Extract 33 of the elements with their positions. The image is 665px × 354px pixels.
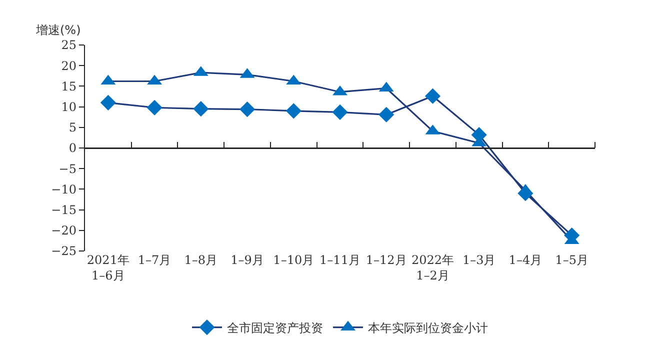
y-tick-label: −10 xyxy=(51,182,76,196)
x-tick-label: 1–4月 xyxy=(508,253,542,267)
point xyxy=(378,106,394,122)
x-tick-label: 1–12月 xyxy=(366,253,407,267)
y-tick-label: −15 xyxy=(51,203,76,217)
point xyxy=(286,103,302,119)
x-tick-label: 1–11月 xyxy=(320,253,360,267)
point xyxy=(239,101,256,118)
x-tick-label: 1–5月 xyxy=(555,253,588,267)
x-tick-label: 1–3月 xyxy=(462,253,496,267)
point xyxy=(146,100,162,116)
y-axis-title: 增速(%) xyxy=(35,23,81,37)
y-tick-label: −25 xyxy=(51,244,76,258)
y-tick-label: 15 xyxy=(61,79,76,94)
point xyxy=(332,104,348,120)
legend-label: 全市固定资产投资 xyxy=(227,320,323,335)
point xyxy=(193,101,209,117)
x-tick-label: 1–7月 xyxy=(138,253,172,267)
x-tick-label: 2021年 1–6月 xyxy=(86,253,130,283)
x-tick-label: 1–9月 xyxy=(230,253,264,267)
y-tick-label: 0 xyxy=(68,141,76,156)
point xyxy=(100,94,116,110)
y-tick-label: 20 xyxy=(61,58,76,73)
legend-label: 本年实际到位资金小计 xyxy=(368,320,488,335)
y-tick-label: 10 xyxy=(61,100,76,114)
y-tick-label: −20 xyxy=(51,224,76,238)
y-tick-label: 25 xyxy=(61,38,76,52)
x-tick-label: 1–10月 xyxy=(273,253,314,267)
point xyxy=(424,88,441,104)
y-tick-label: −5 xyxy=(58,162,76,176)
x-tick-label: 1–8月 xyxy=(184,253,218,267)
x-tick-label: 2022年 1–2月 xyxy=(411,253,454,283)
y-tick-label: 5 xyxy=(68,120,76,135)
